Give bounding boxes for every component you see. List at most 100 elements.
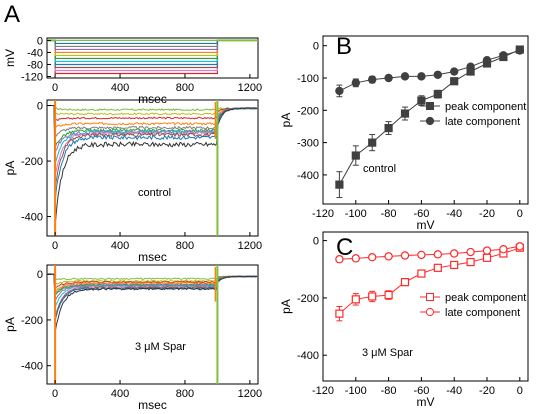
A_control-x-axis-title: msec [138,250,167,264]
A_protocol-y-tick-label: -40 [27,47,43,59]
A_protocol-y-tick-label: -80 [27,59,43,71]
B-y-tick-label: -300 [297,138,319,150]
A_spar-y-axis-title: pA [3,317,17,332]
panel-letter-b: B [336,33,352,60]
A_protocol-y-tick-label: -120 [21,71,43,83]
C-square-marker [400,278,410,287]
B-circle-marker [335,86,344,96]
B-circle-marker [433,70,442,79]
C-square-marker [433,263,442,272]
B-x-tick-label: -40 [446,208,462,220]
B-square-marker [450,77,459,86]
B-circle-marker [450,67,459,76]
A_spar-y-tick-label: -400 [21,361,43,373]
C-square-marker [384,290,393,300]
B-legend-label: peak component [445,101,526,113]
C-y-tick-label: 0 [313,236,319,248]
A_spar-x-axis-title: msec [138,398,167,412]
A_control-current-trace [48,105,258,116]
B-circle-marker [466,62,475,71]
spar-traces-panel: 3 μM Spar 0 400 800 1200 0 -200 -400 msec pA [3,264,262,412]
A_control-x-tick-label: 0 [52,240,58,252]
C-circle-marker [466,247,475,257]
A_control-x-tick-label: 800 [176,240,194,252]
B-square-marker [335,180,344,189]
B-y-tick-label: 0 [313,41,319,53]
A_spar-x-tick-label: 800 [176,388,194,400]
B-square-marker [368,138,377,147]
A_spar-plot-frame [46,264,259,385]
B-circle-marker [351,78,360,88]
C-plot-frame [322,231,529,382]
panel-letter-a: A [4,1,20,28]
A_protocol-y-axis-title: mV [3,49,17,67]
B-legend-label: late component [445,116,520,128]
B-x-tick-label: -120 [312,208,334,220]
C-x-tick-label: -80 [381,385,397,397]
C-x-axis-title: mV [417,395,435,409]
A_control-current-trace [48,105,258,186]
C-x-tick-label: -100 [345,385,367,397]
A_control-y-axis-title: pA [3,161,17,176]
C-y-tick-label: -400 [297,350,319,362]
A_spar-x-tick-label: 400 [111,388,129,400]
C-circle-marker [499,244,508,254]
C-legend-square [426,293,434,301]
B-circle-marker [400,72,410,81]
C-circle-marker [482,246,492,255]
B-annotation: control [363,163,396,175]
B-y-tick-label: -400 [297,170,319,182]
B-plot-frame [322,35,529,205]
iv-spar-panel: peak component late component 3 μM Spar -12… [279,231,529,409]
A_control-annotation: control [138,187,171,199]
A_spar-y-tick-label: 0 [37,269,43,281]
C-x-tick-label: -60 [413,385,429,397]
C-circle-marker [351,254,360,263]
A_control-y-tick-label: -400 [21,212,43,224]
A_spar-x-tick-label: 0 [52,388,58,400]
C-legend-circle [425,307,435,317]
B-square-marker [400,109,410,118]
B-x-tick-label: -60 [413,208,429,220]
C-square-marker [351,295,360,304]
A_protocol-plot-frame [46,37,259,79]
A_control-y-tick-label: -200 [21,156,43,168]
B-circle-marker [384,73,393,83]
A_control-current-trace [48,105,258,122]
B-y-tick-label: -200 [297,105,319,117]
C-square-marker [450,260,459,270]
B-legend-square [426,102,434,110]
C-legend-label: late component [445,307,520,319]
C-legend-label: peak component [445,292,526,304]
A_protocol-x-tick-label: 400 [111,82,129,94]
C-circle-marker [335,255,344,264]
A_control-plot-frame [46,99,259,237]
B-circle-marker [515,46,525,55]
C-square-marker [482,253,492,262]
A_control-current-trace [48,105,258,199]
B-circle-marker [417,72,426,81]
C-circle-marker [417,250,426,260]
control-traces-panel: control 0 400 800 1200 0 -200 -400 msec pA [3,99,262,264]
A_protocol-x-axis-title: msec [138,92,167,106]
C-x-tick-label: -40 [446,385,462,397]
A_protocol-x-tick-label: 800 [176,82,194,94]
B-square-marker [433,90,442,99]
B-x-tick-label: -20 [479,208,495,220]
A_spar-y-tick-label: -200 [21,315,43,327]
B-square-marker [384,123,393,133]
C-square-marker [368,292,377,301]
C-circle-marker [400,251,410,260]
A_spar-x-tick-label: 1200 [238,388,262,400]
A_control-y-tick-label: 0 [37,101,43,113]
C-square-marker [335,309,344,318]
A_protocol-y-tick-label: 0 [37,35,43,47]
B-square-marker [351,151,360,160]
B-circle-marker [499,51,508,60]
C-x-tick-label: 0 [517,385,523,397]
B-x-tick-label: -80 [381,208,397,220]
panel-letter-c: C [336,234,353,261]
C-y-tick-label: -200 [297,293,319,305]
